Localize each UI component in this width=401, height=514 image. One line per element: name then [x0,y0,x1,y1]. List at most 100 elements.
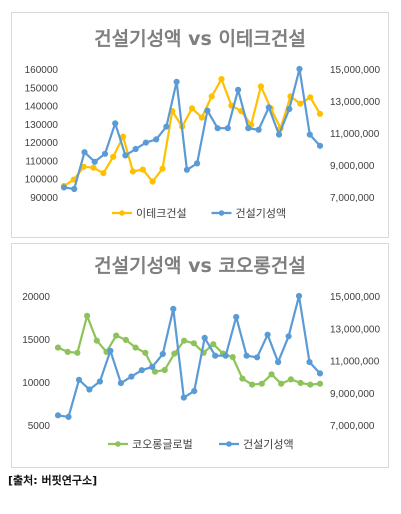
data-point [163,123,170,130]
data-point [117,380,125,387]
left-axis-tick-label: 150000 [25,83,59,94]
right-axis-tick-label: 11,000,000 [330,129,380,140]
data-point [75,376,83,383]
data-point [142,139,149,146]
legend-item: 건설기성액 [219,438,294,451]
left-axis-tick-label: 120000 [25,138,59,149]
right-axis-tick-label: 15,000,000 [330,65,380,76]
legend-item: 건설기성액 [211,207,287,220]
data-point [255,126,262,133]
legend-label: 건설기성액 [236,207,287,220]
data-point [249,381,256,388]
data-point [287,376,294,383]
right-axis-tick-label: 13,000,000 [330,97,380,108]
right-axis-tick-label: 9,000,000 [330,161,375,172]
data-point [275,131,283,138]
data-point [74,349,81,356]
data-point [201,334,208,342]
data-point [122,336,130,344]
data-point [297,100,304,107]
data-point [161,366,168,374]
legend-label: 이테크건설 [136,207,187,220]
data-point [194,160,201,167]
data-point [107,347,114,354]
left-axis-tick-label: 10000 [22,378,50,389]
legend-marker [119,210,125,216]
chart-kolon-vs-construction: 건설기성액 vs 코오롱건설 20000 15000 10000 5000 15,000,… [22,255,380,451]
data-point [316,370,324,377]
chart-etech-vs-construction: 건설기성액 vs 이테크건설 160000 150000 140000 130000 12… [25,28,381,220]
data-point [100,170,107,177]
data-point [316,380,324,387]
data-point [84,312,91,319]
data-point [183,166,190,173]
data-point [151,368,159,375]
left-axis-tick-label: 5000 [28,421,51,432]
data-point [316,142,324,149]
right-axis-tick-label: 11,000,000 [330,357,380,368]
data-point [210,341,217,348]
data-point [307,94,314,101]
right-axis-tick-label: 15,000,000 [330,292,380,303]
data-point [173,78,180,85]
data-point [113,332,120,339]
data-point [245,125,252,132]
data-point [71,185,78,193]
data-point [243,352,250,359]
data-point [214,125,221,132]
data-point [229,354,236,361]
right-axis-tick-label: 13,000,000 [330,324,380,335]
data-point [254,354,261,361]
series-line-company [63,77,321,187]
data-point [222,352,229,359]
data-point [218,76,225,83]
left-axis-tick-label: 90000 [30,193,58,204]
data-point [128,373,135,380]
data-point [190,340,197,347]
data-point [235,86,242,93]
data-point [93,337,100,344]
data-point [65,413,72,420]
data-point [159,165,166,172]
chart-panel-kolon: 건설기성액 vs 코오롱건설 20000 15000 10000 5000 15,000,… [11,243,389,468]
data-point [170,305,177,313]
legend-label: 건설기성액 [243,438,294,451]
data-point [306,359,313,366]
data-point [120,133,127,140]
series-line-construction [57,294,321,418]
data-point [101,150,109,157]
data-point [224,125,231,132]
data-point [204,107,211,114]
data-point [149,178,156,185]
data-point [181,337,188,344]
data-point [265,104,272,111]
data-point [191,388,198,395]
data-point [258,380,265,387]
data-point [306,131,313,138]
data-point [286,105,293,113]
data-point [149,363,156,371]
data-point [198,114,205,121]
data-point [171,350,178,357]
data-point [153,136,160,143]
data-point [285,333,292,340]
legend-label: 코오롱글로벌 [132,438,193,451]
data-point [264,331,271,338]
data-point [60,184,68,191]
data-point [257,83,264,90]
data-point [208,93,215,100]
series-line-construction [63,67,321,191]
data-point [233,313,240,321]
chart-title: 건설기성액 vs 코오롱건설 [94,255,306,277]
legend-marker [218,210,225,216]
left-axis-tick-label: 140000 [25,102,59,113]
data-point [138,367,145,374]
data-point [296,65,303,73]
left-axis-tick-label: 20000 [22,292,50,303]
data-point [129,168,137,175]
data-point [86,386,93,393]
data-point [159,350,166,358]
data-point [132,344,139,351]
data-point [96,378,104,385]
legend-marker [115,441,121,447]
